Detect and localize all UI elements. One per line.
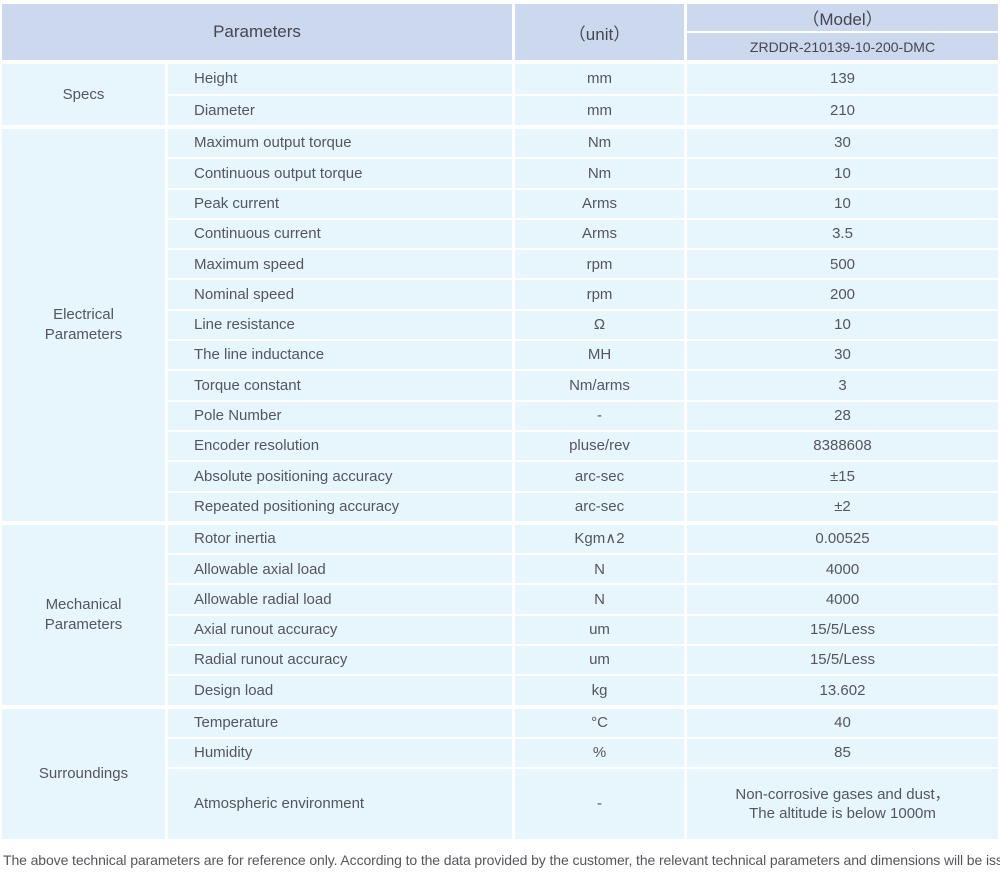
header-model-number: ZRDDR-210139-10-200-DMC [687, 33, 998, 60]
param-value: 4000 [687, 585, 998, 614]
table-header: Parameters （unit） （Model） ZRDDR-210139-1… [2, 4, 998, 60]
param-name: Line resistance [168, 310, 512, 340]
param-value: 40 [687, 708, 998, 737]
param-unit: um [515, 646, 684, 675]
section-surroundings: Surroundings Temperature °C 40 Humidity … [2, 708, 998, 840]
param-name: Absolute positioning accuracy [168, 462, 512, 491]
param-unit: % [515, 738, 684, 768]
param-name: Temperature [168, 708, 512, 737]
param-unit: um [515, 615, 684, 645]
param-name: Torque constant [168, 371, 512, 400]
param-unit: °C [515, 708, 684, 737]
section-specs: Specs Height mm 139 Diameter mm 210 [2, 64, 998, 125]
param-unit: MH [515, 341, 684, 370]
param-name: Repeated positioning accuracy [168, 492, 512, 521]
param-value: 3 [687, 371, 998, 400]
param-name: Atmospheric environment [168, 769, 512, 840]
param-value: 8388608 [687, 431, 998, 461]
param-value: 30 [687, 341, 998, 370]
param-name: Pole Number [168, 401, 512, 430]
param-unit: Nm/arms [515, 371, 684, 400]
param-name: Rotor inertia [168, 524, 512, 554]
param-value: 10 [687, 310, 998, 340]
param-value: 30 [687, 129, 998, 158]
param-value: ±2 [687, 492, 998, 521]
param-name: Peak current [168, 189, 512, 218]
param-unit: - [515, 401, 684, 430]
footer-note: The above technical parameters are for r… [3, 852, 1000, 869]
param-value: 3.5 [687, 219, 998, 249]
param-value: 10 [687, 189, 998, 218]
param-value: Non-corrosive gases and dust， The altitu… [687, 769, 998, 840]
param-value: 500 [687, 250, 998, 279]
param-value: 200 [687, 280, 998, 309]
param-value: 10 [687, 159, 998, 188]
spec-table: Parameters （unit） （Model） ZRDDR-210139-1… [2, 4, 998, 840]
param-name: Humidity [168, 738, 512, 768]
param-name: Diameter [168, 95, 512, 125]
header-unit: （unit） [515, 4, 684, 60]
section-category-electrical: Electrical Parameters [2, 129, 165, 521]
param-unit: pluse/rev [515, 431, 684, 461]
param-name: Design load [168, 676, 512, 705]
param-name: Height [168, 64, 512, 94]
param-name: Allowable axial load [168, 555, 512, 584]
param-name: Maximum speed [168, 250, 512, 279]
param-name: Encoder resolution [168, 431, 512, 461]
param-name: Allowable radial load [168, 585, 512, 614]
param-value: ±15 [687, 462, 998, 491]
param-unit: - [515, 769, 684, 840]
param-unit: Arms [515, 189, 684, 218]
param-name: Axial runout accuracy [168, 615, 512, 645]
param-unit: rpm [515, 250, 684, 279]
param-name: Continuous current [168, 219, 512, 249]
param-name: The line inductance [168, 341, 512, 370]
param-unit: N [515, 585, 684, 614]
param-name: Nominal speed [168, 280, 512, 309]
param-value: 0.00525 [687, 524, 998, 554]
param-value: 15/5/Less [687, 615, 998, 645]
section-electrical-parameters: Electrical Parameters Maximum output tor… [2, 129, 998, 521]
param-unit: rpm [515, 280, 684, 309]
section-mechanical-parameters: Mechanical Parameters Rotor inertia Kgm∧… [2, 524, 998, 705]
param-value: 28 [687, 401, 998, 430]
param-name: Maximum output torque [168, 129, 512, 158]
param-unit: Arms [515, 219, 684, 249]
param-value: 210 [687, 95, 998, 125]
param-name: Continuous output torque [168, 159, 512, 188]
param-unit: Nm [515, 159, 684, 188]
param-unit: N [515, 555, 684, 584]
param-value: 15/5/Less [687, 646, 998, 675]
param-unit: arc-sec [515, 462, 684, 491]
header-model: （Model） [687, 4, 998, 31]
param-value: 85 [687, 738, 998, 768]
header-parameters: Parameters [2, 4, 512, 60]
param-unit: mm [515, 64, 684, 94]
param-unit: Nm [515, 129, 684, 158]
param-name: Radial runout accuracy [168, 646, 512, 675]
param-value: 139 [687, 64, 998, 94]
param-unit: mm [515, 95, 684, 125]
param-unit: arc-sec [515, 492, 684, 521]
param-unit: kg [515, 676, 684, 705]
param-unit: Ω [515, 310, 684, 340]
section-category-mechanical: Mechanical Parameters [2, 524, 165, 705]
param-unit: Kgm∧2 [515, 524, 684, 554]
section-category-surroundings: Surroundings [2, 708, 165, 840]
param-value: 13.602 [687, 676, 998, 705]
section-category-specs: Specs [2, 64, 165, 125]
param-value: 4000 [687, 555, 998, 584]
